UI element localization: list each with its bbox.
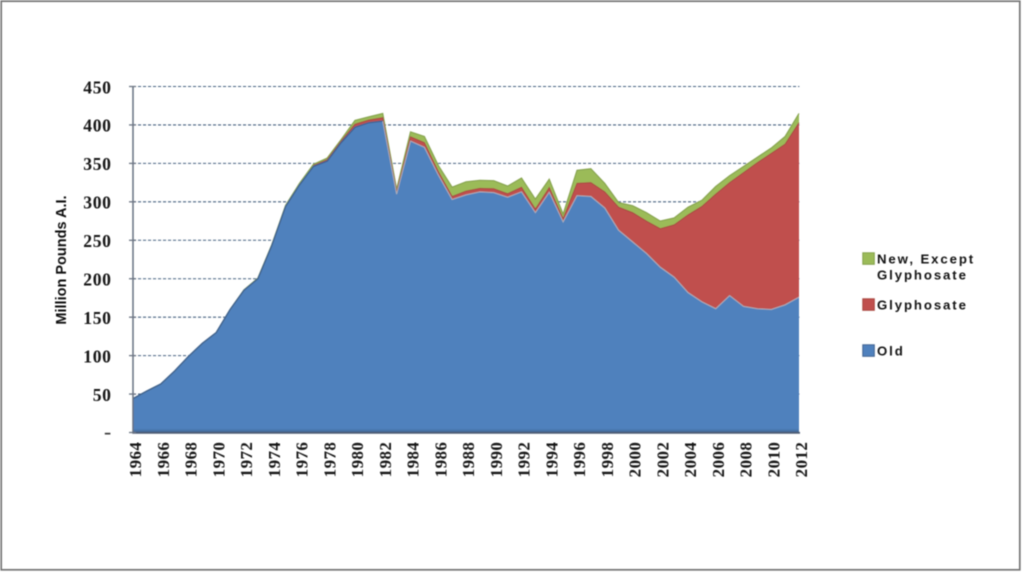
svg-text:1966: 1966 [154,442,173,478]
svg-text:50: 50 [93,385,112,405]
svg-text:1990: 1990 [487,442,506,478]
svg-text:250: 250 [83,231,111,251]
svg-text:2004: 2004 [681,442,700,478]
svg-text:200: 200 [83,270,111,290]
svg-text:2010: 2010 [764,442,783,478]
svg-text:1976: 1976 [293,442,312,478]
svg-text:2000: 2000 [626,442,645,478]
svg-text:100: 100 [83,346,111,366]
svg-text:1996: 1996 [570,442,589,478]
svg-text:2006: 2006 [709,442,728,478]
svg-text:1992: 1992 [515,442,534,478]
svg-text:Glyphosate: Glyphosate [877,297,968,312]
svg-text:2012: 2012 [792,442,811,478]
svg-text:Old: Old [877,343,905,358]
svg-text:1986: 1986 [431,442,450,478]
svg-text:1998: 1998 [598,442,617,478]
svg-text:Million Pounds A.I.: Million Pounds A.I. [54,195,70,324]
svg-text:New, Except: New, Except [877,251,975,266]
svg-text:Glyphosate: Glyphosate [877,267,968,282]
svg-text:450: 450 [83,77,111,97]
svg-text:1970: 1970 [209,442,228,478]
svg-text:1974: 1974 [265,442,284,478]
svg-text:350: 350 [83,154,111,174]
svg-text:2002: 2002 [653,442,672,478]
svg-text:1994: 1994 [542,442,561,478]
svg-text:1984: 1984 [404,442,423,478]
svg-text:150: 150 [83,308,111,328]
svg-text:1964: 1964 [126,442,145,478]
svg-text:1988: 1988 [459,442,478,478]
svg-text:1968: 1968 [182,442,201,478]
svg-text:2008: 2008 [737,442,756,478]
svg-text:1982: 1982 [376,442,395,478]
svg-text:1972: 1972 [237,442,256,478]
svg-text:1980: 1980 [348,442,367,478]
svg-text:400: 400 [83,116,111,136]
svg-text:1978: 1978 [320,442,339,478]
svg-text:300: 300 [83,193,111,213]
